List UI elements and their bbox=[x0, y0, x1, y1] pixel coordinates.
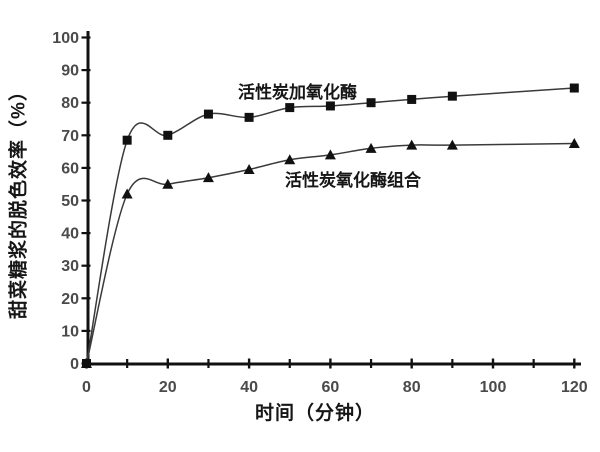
x-tick-label: 20 bbox=[159, 379, 177, 396]
y-tick-label: 30 bbox=[61, 258, 79, 275]
x-tick-label: 100 bbox=[480, 379, 507, 396]
square-marker bbox=[569, 83, 579, 93]
y-tick-label: 60 bbox=[61, 160, 79, 177]
y-tick-label: 50 bbox=[61, 193, 79, 210]
square-marker bbox=[407, 94, 417, 104]
triangle-marker bbox=[162, 178, 174, 189]
square-marker bbox=[122, 135, 132, 145]
y-tick-label: 90 bbox=[61, 63, 79, 80]
x-tick-label: 60 bbox=[322, 379, 340, 396]
series-label-activated-carbon-oxidase-combo: 活性炭氧化酶组合 bbox=[285, 171, 421, 190]
y-tick-label: 100 bbox=[52, 30, 79, 47]
square-marker bbox=[244, 112, 254, 122]
y-tick-label: 0 bbox=[70, 356, 79, 373]
triangle-marker bbox=[406, 139, 418, 150]
y-tick-label: 40 bbox=[61, 226, 79, 243]
square-marker bbox=[366, 98, 376, 108]
square-marker bbox=[203, 109, 213, 119]
triangle-marker bbox=[568, 137, 580, 148]
y-axis-title: 甜菜糖浆的脱色效率（%） bbox=[8, 81, 30, 319]
triangle-marker bbox=[121, 188, 133, 199]
y-tick-label: 20 bbox=[61, 291, 79, 308]
x-tick-label: 120 bbox=[561, 379, 588, 396]
x-axis-title: 时间（分钟） bbox=[254, 403, 376, 424]
origin-data-point bbox=[81, 358, 92, 369]
triangle-marker bbox=[243, 164, 255, 175]
triangle-marker bbox=[446, 139, 458, 150]
triangle-marker bbox=[324, 149, 336, 160]
series-label-activated-carbon-plus-oxidase: 活性炭加氧化酶 bbox=[238, 83, 357, 102]
triangle-marker bbox=[202, 172, 214, 183]
triangle-marker bbox=[365, 142, 377, 153]
x-tick-label: 80 bbox=[403, 379, 421, 396]
triangle-marker bbox=[284, 154, 296, 165]
square-marker bbox=[447, 91, 457, 101]
square-marker bbox=[285, 103, 295, 113]
series-line-0 bbox=[85, 87, 575, 364]
square-marker bbox=[163, 130, 173, 140]
y-tick-label: 10 bbox=[61, 323, 79, 340]
y-tick-label: 80 bbox=[61, 95, 79, 112]
y-tick-label: 70 bbox=[61, 128, 79, 145]
x-tick-label: 40 bbox=[240, 379, 258, 396]
square-marker bbox=[325, 101, 335, 111]
x-tick-label: 0 bbox=[82, 379, 91, 396]
